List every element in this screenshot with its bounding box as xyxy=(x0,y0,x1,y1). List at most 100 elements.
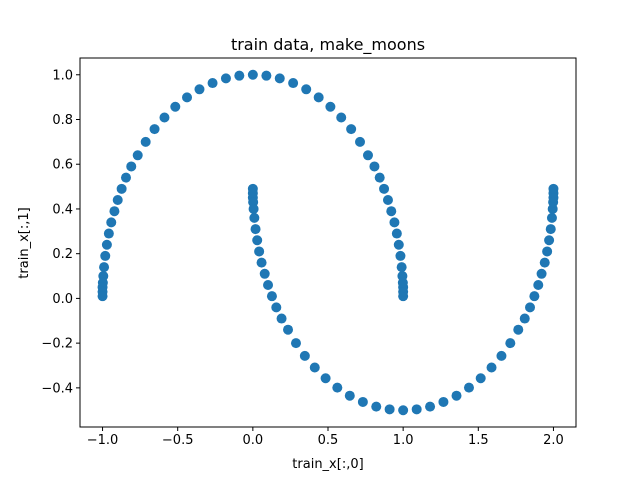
data-point xyxy=(544,235,555,246)
points-layer xyxy=(97,69,559,416)
data-point xyxy=(263,279,274,290)
data-point xyxy=(357,396,368,407)
data-point xyxy=(332,382,343,393)
y-axis-label: train_x[:,1] xyxy=(17,207,32,278)
data-point xyxy=(274,73,285,84)
data-point xyxy=(99,262,110,273)
data-point xyxy=(101,239,112,250)
data-point xyxy=(397,271,408,282)
data-point xyxy=(140,136,151,147)
data-point xyxy=(486,362,497,373)
data-point xyxy=(301,84,312,95)
data-point xyxy=(463,382,474,393)
y-tick-label: 0.4 xyxy=(52,202,73,217)
data-point xyxy=(379,183,390,194)
data-point xyxy=(475,373,486,384)
data-point xyxy=(533,279,544,290)
data-point xyxy=(249,212,260,223)
x-tick-label: 1.5 xyxy=(468,433,489,448)
x-tick-label: 2.0 xyxy=(543,433,564,448)
data-point xyxy=(451,390,462,401)
data-point xyxy=(374,172,385,183)
data-point xyxy=(109,206,120,217)
data-point xyxy=(536,268,547,279)
y-tick-label: 0.8 xyxy=(52,113,73,128)
data-point xyxy=(546,212,557,223)
x-tick-label: 1.0 xyxy=(393,433,414,448)
data-point xyxy=(234,70,245,81)
data-point xyxy=(371,401,382,412)
data-point xyxy=(386,206,397,217)
data-point xyxy=(539,257,550,268)
data-point xyxy=(220,73,231,84)
data-point xyxy=(438,396,449,407)
data-point xyxy=(126,161,137,172)
data-point xyxy=(391,228,402,239)
data-point xyxy=(149,124,160,135)
data-point xyxy=(100,250,111,261)
data-point xyxy=(132,150,143,161)
data-point xyxy=(290,338,301,349)
data-point xyxy=(271,302,282,313)
data-point xyxy=(170,101,181,112)
data-point xyxy=(299,350,310,361)
y-tick-label: 0.6 xyxy=(52,158,73,173)
data-point xyxy=(97,291,108,302)
data-point xyxy=(182,92,193,103)
data-point xyxy=(548,183,559,194)
data-point xyxy=(276,313,287,324)
y-tick-label: −0.2 xyxy=(41,337,73,352)
y-tick-label: −0.4 xyxy=(41,381,73,396)
data-point xyxy=(529,291,540,302)
data-point xyxy=(116,183,127,194)
data-point xyxy=(393,239,404,250)
data-point xyxy=(254,246,265,257)
data-point xyxy=(395,250,406,261)
data-point xyxy=(369,161,380,172)
data-point xyxy=(382,195,393,206)
data-point xyxy=(384,404,395,415)
data-point xyxy=(120,172,131,183)
data-point xyxy=(496,350,507,361)
x-tick-label: −0.5 xyxy=(162,433,194,448)
data-point xyxy=(505,338,516,349)
data-point xyxy=(425,401,436,412)
y-axis-ticks: −0.4 −0.2 0.0 0.2 0.4 0.6 0.8 1.0 xyxy=(41,68,80,396)
data-point xyxy=(344,390,355,401)
data-point xyxy=(389,217,400,228)
data-point xyxy=(259,268,270,279)
x-tick-label: 0.0 xyxy=(243,433,264,448)
data-point xyxy=(252,235,263,246)
data-point xyxy=(355,136,366,147)
y-tick-label: 0.2 xyxy=(52,247,73,262)
data-point xyxy=(519,313,530,324)
data-point xyxy=(542,246,553,257)
data-point xyxy=(325,101,336,112)
data-point xyxy=(398,405,409,416)
chart-title: train data, make_moons xyxy=(231,35,425,55)
data-point xyxy=(288,78,299,89)
data-point xyxy=(320,373,331,384)
data-point xyxy=(525,302,536,313)
x-tick-label: −1.0 xyxy=(87,433,119,448)
data-point xyxy=(159,112,170,123)
data-point xyxy=(266,291,277,302)
data-point xyxy=(336,112,347,123)
data-point xyxy=(309,362,320,373)
y-tick-label: 0.0 xyxy=(52,292,73,307)
x-axis-label: train_x[:,0] xyxy=(292,457,363,472)
data-point xyxy=(250,224,261,235)
data-point xyxy=(411,404,422,415)
data-point xyxy=(513,324,524,335)
data-point xyxy=(283,324,294,335)
data-point xyxy=(112,195,123,206)
y-tick-label: 1.0 xyxy=(52,68,73,83)
data-point xyxy=(194,84,205,95)
data-point xyxy=(256,257,267,268)
data-point xyxy=(313,92,324,103)
data-point xyxy=(247,69,258,80)
data-point xyxy=(103,228,114,239)
x-tick-label: 0.5 xyxy=(318,433,339,448)
data-point xyxy=(248,203,259,214)
